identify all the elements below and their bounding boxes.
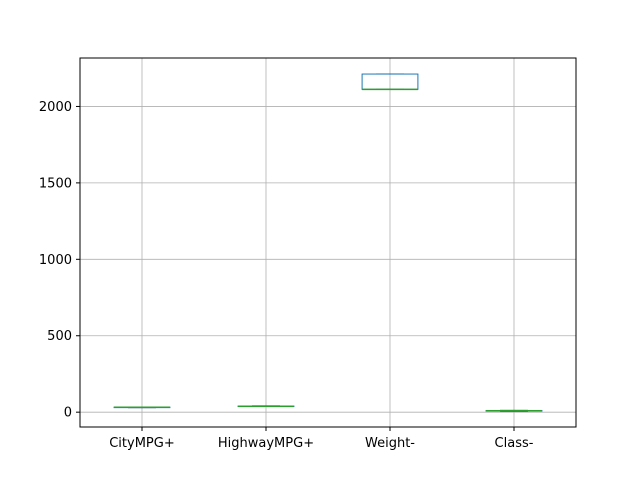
box-highwaympg bbox=[237, 405, 295, 408]
x-tick-label: Class- bbox=[495, 436, 534, 451]
box-weight bbox=[361, 73, 419, 91]
grid-lines bbox=[80, 58, 576, 427]
x-tick-label: CityMPG+ bbox=[109, 436, 175, 451]
y-tick-label: 1000 bbox=[39, 253, 72, 268]
x-tick-label: Weight- bbox=[365, 436, 415, 451]
y-tick-label: 0 bbox=[64, 406, 72, 421]
plot-area-frame bbox=[79, 57, 577, 428]
x-tick-label: HighwayMPG+ bbox=[218, 436, 314, 451]
box-class bbox=[485, 409, 543, 412]
y-tick-label: 500 bbox=[47, 329, 72, 344]
x-axis: CityMPG+ HighwayMPG+ Weight- Class- bbox=[109, 427, 534, 451]
y-tick-label: 1500 bbox=[39, 176, 72, 191]
y-tick-label: 2000 bbox=[39, 100, 72, 115]
y-axis: 0 500 1000 1500 2000 bbox=[39, 100, 80, 421]
box-citympg bbox=[113, 406, 171, 409]
box-series bbox=[113, 73, 543, 412]
